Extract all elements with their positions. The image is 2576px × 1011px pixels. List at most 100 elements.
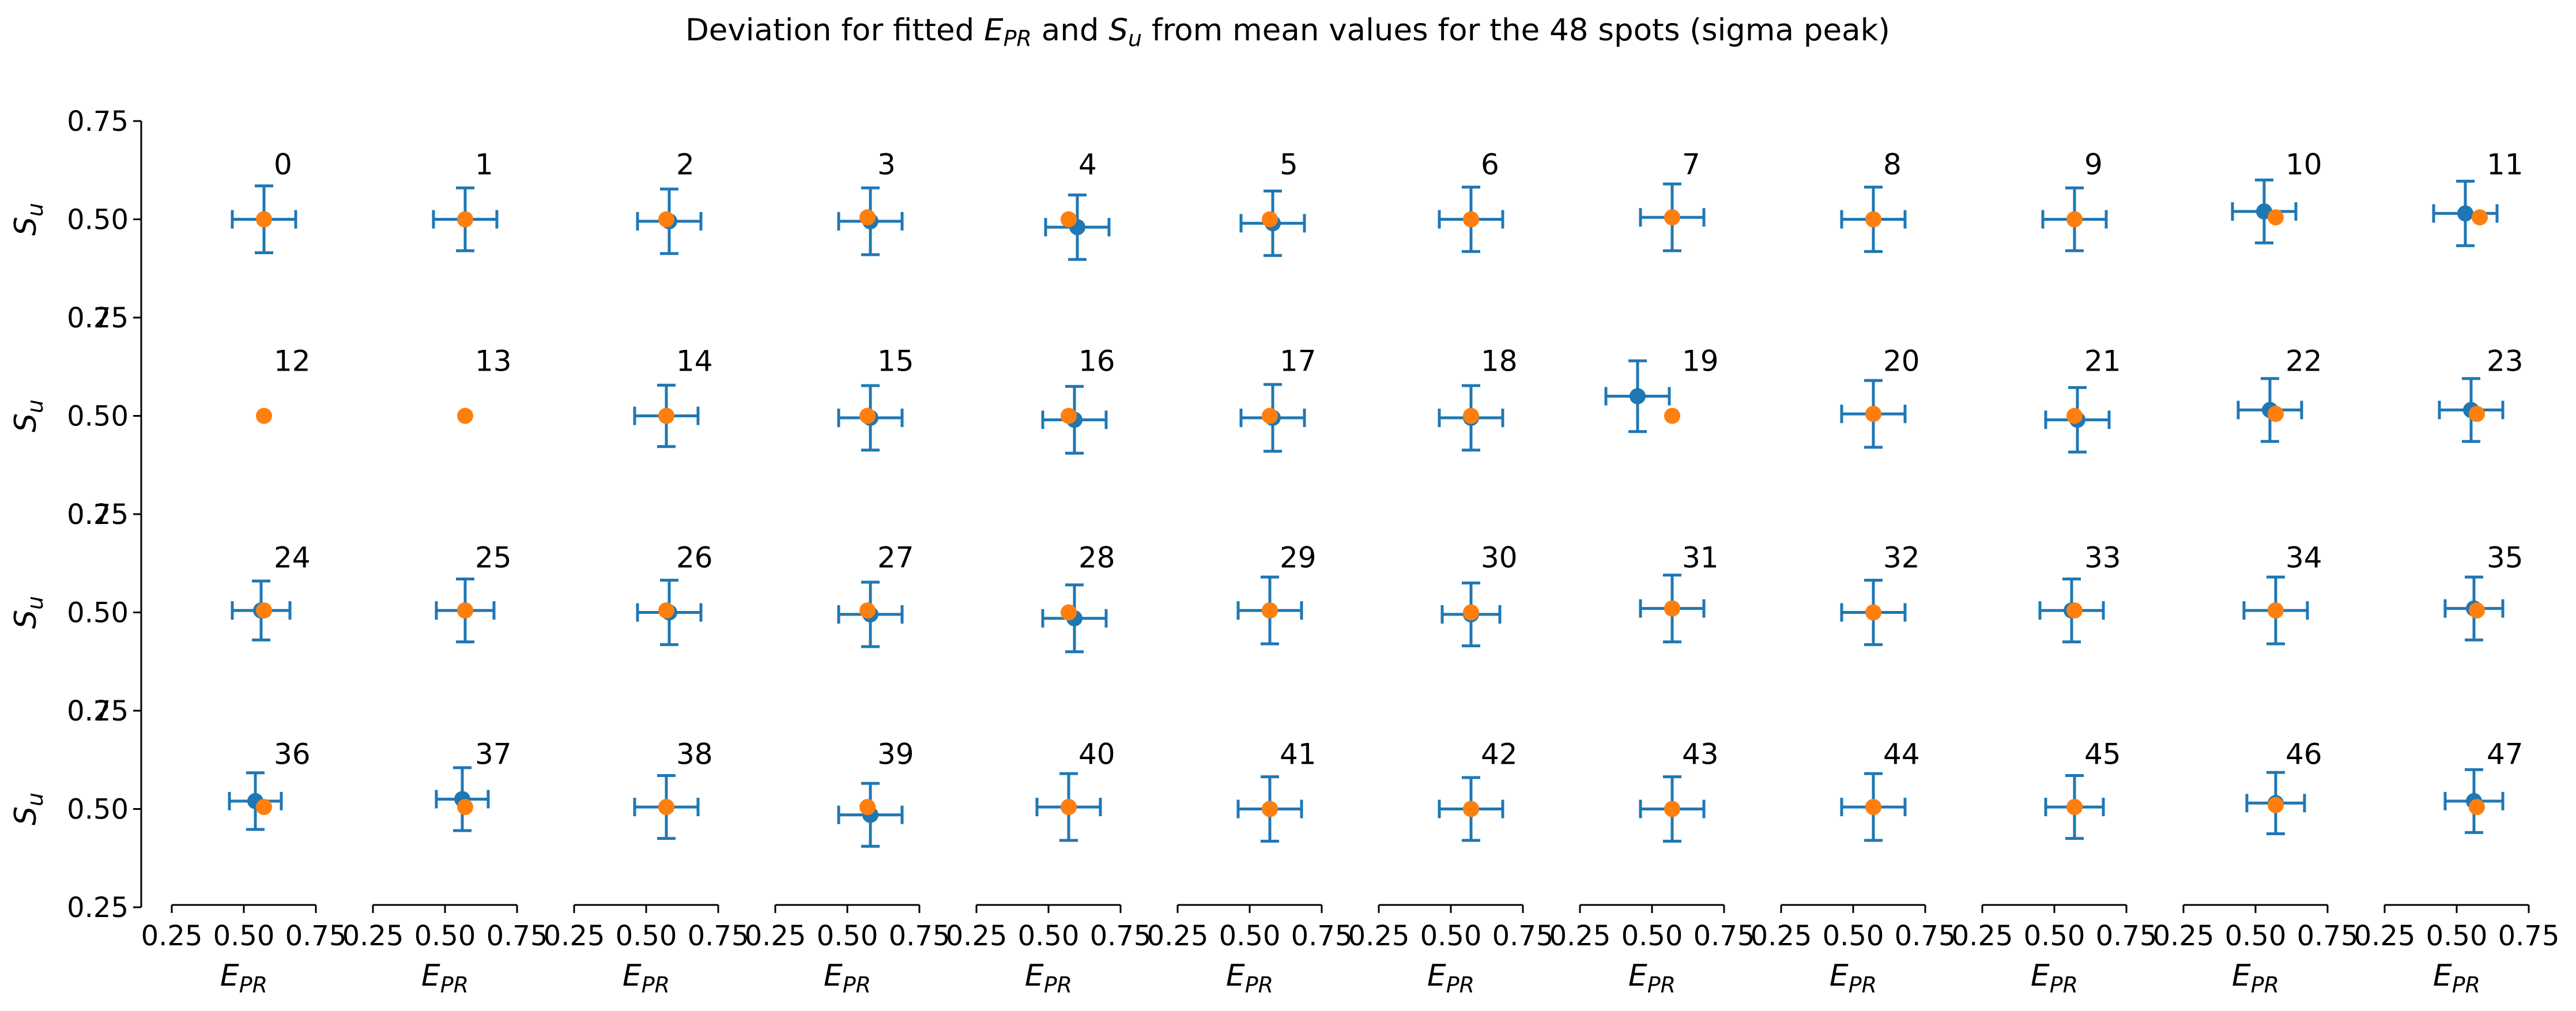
x-tick-label: 0.75 [1090,920,1152,952]
spot-36: 36 [228,738,311,831]
mean-point [1463,408,1479,424]
spot-label: 38 [676,738,713,771]
spot-label: 32 [1883,541,1920,575]
spot-label: 18 [1481,345,1518,378]
spot-label: 41 [1280,738,1317,771]
spot-label: 29 [1280,541,1317,575]
spot-label: 23 [2487,345,2524,378]
y-tick-label: 0.50 [67,794,129,826]
spot-label: 40 [1078,738,1115,771]
spot-label: 46 [2285,738,2322,771]
spot-label: 33 [2084,541,2121,575]
mean-point [2472,209,2488,226]
x-tick-label: 0.25 [342,920,404,952]
spot-label: 12 [274,345,311,378]
spot-40: 40 [1035,738,1115,842]
mean-point [457,408,473,424]
spot-32: 32 [1840,541,1920,646]
y-tick-label: 0.25 [67,499,129,531]
spot-31: 31 [1639,541,1719,644]
x-tick-label: 0.50 [1621,920,1683,952]
spot-39: 39 [837,738,914,848]
mean-point [1463,604,1479,621]
mean-point [2268,209,2284,226]
spot-44: 44 [1840,738,1920,842]
x-tick-label: 0.25 [745,920,806,952]
spot-1: 1 [432,148,499,252]
x-tick-label: 0.25 [141,920,203,952]
x-axis-label: EPR [1427,959,1474,998]
x-tick-label: 0.75 [889,920,951,952]
y-tick-label: 0.75 [67,105,129,138]
x-tick-label: 0.75 [285,920,347,952]
x-tick-label: 0.50 [2426,920,2488,952]
x-tick-label: 0.75 [1492,920,1554,952]
spot-label: 42 [1481,738,1518,771]
x-axis-label: EPR [421,959,469,998]
mean-point [1262,602,1278,619]
spot-label: 26 [676,541,713,575]
spot-23: 23 [2438,345,2524,443]
mean-point [256,408,272,424]
spot-label: 10 [2285,148,2322,182]
spot-label: 17 [1280,345,1317,378]
y-tick-label: 0.75 [67,499,129,531]
spot-label: 24 [274,541,311,575]
spot-30: 30 [1440,541,1518,647]
mean-point [1865,211,1881,228]
spot-label: 14 [676,345,713,378]
x-tick-label: 0.50 [2024,920,2085,952]
mean-point [457,211,473,228]
x-tick-label: 0.25 [1147,920,1209,952]
x-tick-label: 0.50 [2225,920,2287,952]
spot-label: 8 [1883,148,1902,182]
spot-9: 9 [2041,148,2108,252]
x-tick-label: 0.50 [1018,920,1080,952]
y-tick-label: 0.50 [67,401,129,433]
x-tick-label: 0.25 [946,920,1008,952]
spot-label: 39 [877,738,914,771]
x-axis-label: EPR [1025,959,1072,998]
spot-label: 15 [877,345,914,378]
mean-point [1664,209,1680,226]
mean-point [1865,406,1881,422]
spot-15: 15 [837,345,914,452]
x-tick-label: 0.75 [688,920,749,952]
spot-label: 22 [2285,345,2322,378]
mean-point [859,209,876,226]
x-axis-label: EPR [2232,959,2279,998]
x-tick-label: 0.50 [616,920,677,952]
spot-27: 27 [837,541,914,648]
spot-label: 34 [2285,541,2322,575]
x-tick-label: 0.75 [2096,920,2158,952]
spot-label: 44 [1883,738,1920,771]
mean-point [1061,211,1077,228]
spot-45: 45 [2044,738,2121,840]
mean-point [1262,211,1278,228]
spot-0: 0 [231,148,297,254]
x-tick-label: 0.75 [1694,920,1755,952]
x-axis-label: EPR [1628,959,1676,998]
spot-24: 24 [231,541,311,642]
spot-label: 27 [877,541,914,575]
spot-label: 9 [2084,148,2103,182]
x-tick-label: 0.50 [213,920,275,952]
spot-35: 35 [2443,541,2524,642]
mean-point [2066,799,2083,816]
spot-28: 28 [1041,541,1115,654]
spot-4: 4 [1044,148,1111,261]
spot-label: 36 [274,738,311,771]
mean-point [1664,408,1680,424]
spot-29: 29 [1236,541,1317,646]
x-axis-label: EPR [1830,959,1877,998]
mean-point [256,602,272,619]
mean-point [1061,799,1077,816]
x-axis-label: EPR [2031,959,2078,998]
x-tick-label: 0.75 [486,920,548,952]
spot-label: 20 [1883,345,1920,378]
spot-label: 2 [676,148,695,182]
spot-label: 3 [877,148,896,182]
spot-label: 25 [475,541,512,575]
x-tick-label: 0.50 [1823,920,1884,952]
